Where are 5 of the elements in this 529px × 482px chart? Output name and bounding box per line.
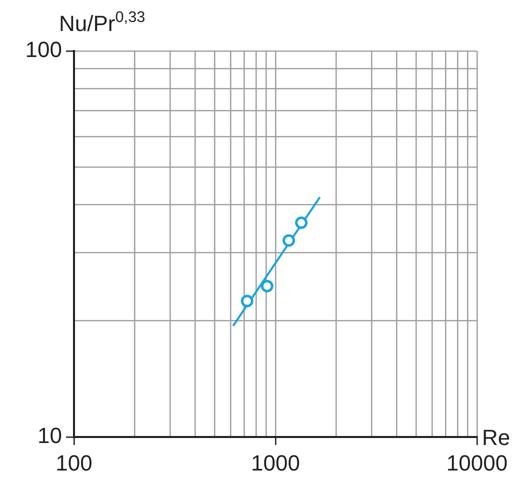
x-axis-title: Re [482, 425, 510, 450]
x-tick-label: 1000 [251, 450, 300, 476]
x-tick-label: 10000 [446, 450, 508, 476]
x-tick-label: 100 [56, 450, 92, 476]
y-tick-label: 10 [38, 423, 62, 448]
